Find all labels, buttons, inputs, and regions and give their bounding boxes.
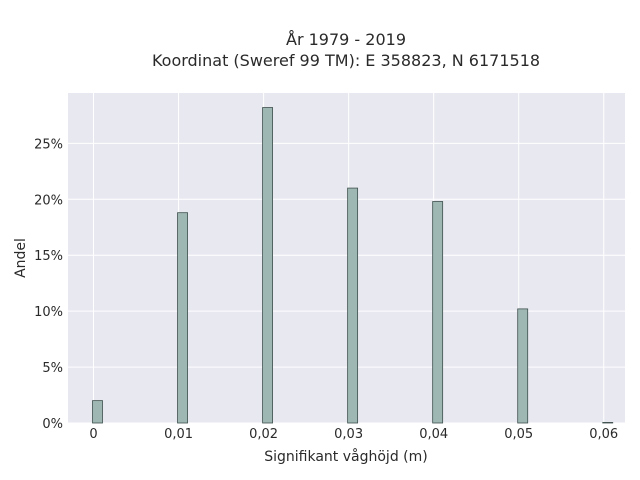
y-tick-label: 15%	[34, 249, 63, 264]
chart-title-line-1: År 1979 - 2019	[286, 30, 406, 49]
bar	[432, 201, 444, 424]
bar	[517, 308, 529, 424]
chart-title-line-2: Koordinat (Sweref 99 TM): E 358823, N 61…	[152, 51, 540, 70]
x-tick-label: 0,02	[249, 427, 278, 442]
plot-area	[68, 93, 625, 423]
x-tick-label: 0,06	[589, 427, 618, 442]
y-gridlines	[68, 142, 625, 424]
x-tick-labels: 0 0,01 0,02 0,03 0,04 0,05 0,06	[89, 427, 618, 442]
bar	[262, 107, 273, 424]
y-tick-label: 10%	[34, 305, 63, 320]
y-tick-labels: 0% 5% 10% 15% 20% 25%	[34, 137, 63, 432]
bar	[347, 187, 359, 424]
x-tick-label: 0,01	[164, 427, 193, 442]
y-tick-label: 0%	[42, 417, 63, 432]
bar	[177, 212, 188, 424]
x-tick-label: 0	[89, 427, 97, 442]
x-tick-label: 0,03	[334, 427, 363, 442]
x-tick-label: 0,05	[504, 427, 533, 442]
bar	[92, 400, 103, 424]
x-axis-title: Signifikant våghöjd (m)	[264, 448, 427, 465]
y-tick-label: 20%	[34, 193, 63, 208]
x-tick-label: 0,04	[419, 427, 448, 442]
bars	[92, 107, 614, 424]
y-tick-label: 25%	[34, 137, 63, 152]
bar	[602, 422, 614, 424]
y-axis-title: Andel	[13, 238, 29, 278]
y-tick-label: 5%	[42, 361, 63, 376]
